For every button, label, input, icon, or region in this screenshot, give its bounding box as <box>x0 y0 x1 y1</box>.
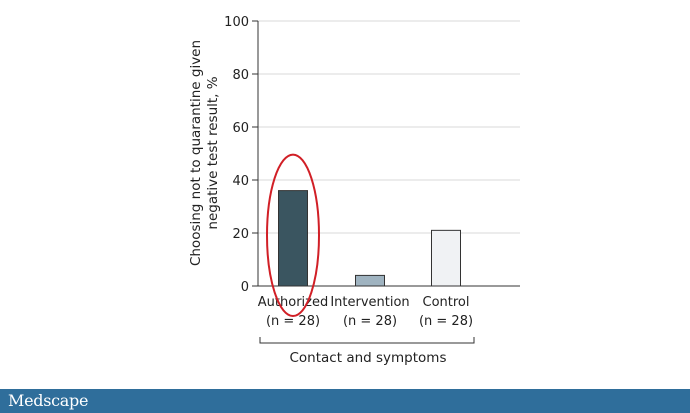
x-category-n-label: (n = 28) <box>343 314 397 329</box>
y-axis-title: Choosing not to quarantine given negativ… <box>188 40 221 266</box>
bar-chart: 0 20 40 60 80 100 Authorized (n = 28) Intervent… <box>188 15 520 366</box>
bars <box>278 190 461 287</box>
y-axis: 0 20 40 60 80 100 <box>224 15 520 295</box>
group-bracket-line <box>259 337 475 344</box>
y-axis-title-line-2: negative test result, % <box>205 76 221 229</box>
y-tick-label: 20 <box>232 227 249 242</box>
x-category-label: Control <box>423 295 470 310</box>
y-tick-label: 80 <box>232 68 249 83</box>
footer-bar: Medscape <box>0 389 690 413</box>
x-category-n-label: (n = 28) <box>266 314 320 329</box>
x-category-label: Intervention <box>330 295 409 310</box>
group-bracket: Contact and symptoms <box>259 337 475 366</box>
y-tick-label: 100 <box>224 15 249 30</box>
y-tick-label: 60 <box>232 121 249 136</box>
x-category-label: Authorized <box>258 295 328 310</box>
x-category-n-label: (n = 28) <box>419 314 473 329</box>
bar-control <box>431 229 461 287</box>
medscape-logo: Medscape <box>8 391 89 410</box>
y-tick-label: 0 <box>241 280 249 295</box>
highlight-ellipse <box>266 153 320 317</box>
gridlines <box>258 20 520 234</box>
x-axis-labels: Authorized (n = 28) Intervention (n = 28) Co… <box>258 295 473 329</box>
group-label: Contact and symptoms <box>290 350 447 366</box>
y-tick-label: 40 <box>232 174 249 189</box>
bar-authorized <box>278 190 308 287</box>
y-axis-title-line-1: Choosing not to quarantine given <box>188 40 204 266</box>
bar-intervention <box>355 274 385 287</box>
